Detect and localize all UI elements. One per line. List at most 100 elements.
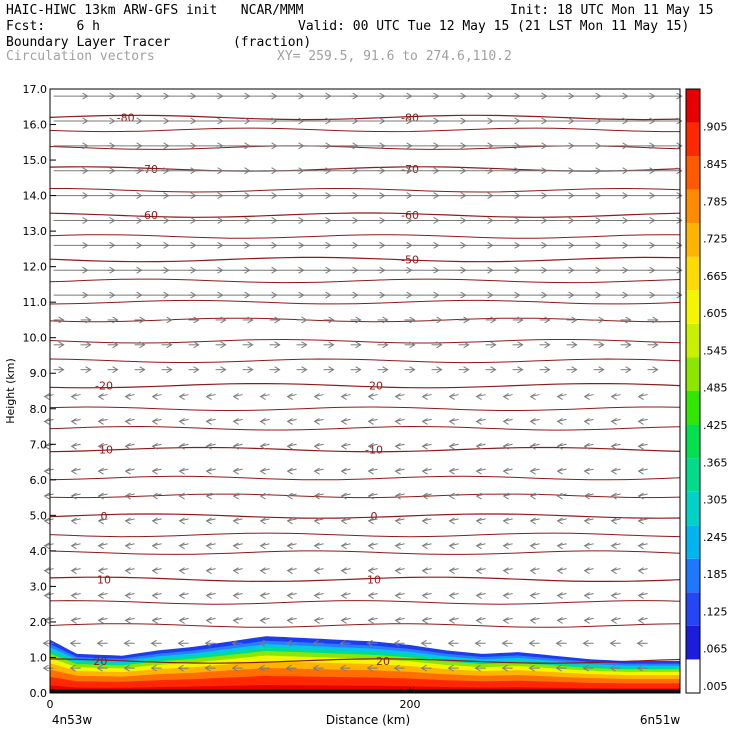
vector-head [502, 393, 509, 400]
vector-head [178, 592, 185, 599]
vector-head [312, 664, 319, 672]
vector-head [340, 517, 347, 525]
vector-head [475, 417, 482, 425]
vector-head [355, 341, 362, 349]
vector-head [448, 616, 455, 624]
vector-head [501, 664, 508, 672]
vector-head [475, 442, 482, 450]
vector-head [367, 442, 374, 450]
vector-head [232, 517, 239, 525]
vector-head [475, 592, 482, 599]
y-tick-label-11: 11.0 [23, 296, 48, 309]
vector-head [178, 393, 185, 400]
vector-head [70, 616, 77, 624]
vector-head [571, 366, 578, 374]
colorbar-label-5: .305 [703, 494, 728, 507]
model-title: HAIC-HIWC 13km ARW-GFS init NCAR/MMM [6, 3, 304, 18]
vector-head [421, 417, 428, 425]
vector-head [637, 442, 644, 450]
vector-head [420, 639, 427, 647]
vector-head [259, 517, 266, 525]
vector-head [637, 467, 644, 475]
vector-head [178, 442, 185, 450]
colorbar-swatch-10 [686, 323, 700, 358]
vector-head [394, 417, 401, 425]
vector-head [70, 442, 77, 450]
vector-head [436, 316, 443, 324]
vector-head [97, 417, 104, 425]
vector-head [637, 517, 644, 525]
colorbar-label-2: .125 [703, 605, 728, 618]
vector-head [409, 341, 416, 349]
vector-head [205, 417, 212, 425]
y-tick-label-15: 15.0 [23, 154, 48, 167]
contour-line-minor-13 [49, 234, 680, 239]
colorbar-label-7: .425 [703, 419, 728, 432]
vector-head [409, 316, 416, 324]
contour-line-8 [49, 658, 681, 664]
colorbar-label-9: .545 [703, 344, 728, 357]
vector-head [220, 316, 227, 324]
y-tick-label-3: 3.0 [30, 580, 48, 593]
vector-head [313, 442, 320, 450]
colorbar-label-10: .605 [703, 307, 728, 320]
vector-head [652, 341, 659, 349]
y-tick-label-10: 10.0 [23, 332, 48, 345]
vector-head [232, 592, 239, 599]
x-tick-label-1: 200 [400, 698, 421, 711]
vector-head [285, 639, 292, 647]
vector-head [475, 517, 482, 525]
vector-head [231, 639, 238, 647]
contour-line-minor-2 [49, 550, 681, 555]
vector-head [583, 492, 590, 500]
vector-head [502, 567, 509, 575]
vector-head [139, 366, 146, 374]
colorbar-swatch-15 [686, 156, 700, 190]
vector-head [340, 467, 347, 475]
vector-head [204, 664, 211, 672]
vector-head [328, 341, 335, 349]
valid-time: Valid: 00 UTC Tue 12 May 15 (21 LST Mon … [298, 19, 690, 34]
vector-head [340, 492, 347, 500]
vector-head [555, 639, 562, 647]
vector-head [393, 664, 400, 672]
vector-head [475, 467, 482, 475]
y-tick-label-5: 5.0 [30, 509, 48, 522]
vector-head [232, 442, 239, 450]
vector-head [205, 592, 212, 599]
vector-head [556, 567, 563, 575]
vector-head [58, 366, 65, 374]
vector-head [394, 393, 401, 400]
vector-head [528, 664, 535, 672]
vector-head [637, 616, 644, 624]
vector-head [610, 442, 617, 450]
vector-head [124, 592, 131, 599]
contour-line-minor-1 [49, 600, 681, 605]
y-tick-label-9: 9.0 [30, 367, 48, 380]
contour-label-4-0: -20 [95, 380, 113, 393]
vector-head [490, 341, 497, 349]
vector-head [43, 592, 50, 599]
vector-head [70, 393, 77, 400]
colorbar-swatch-17 [686, 89, 700, 123]
vector-head [85, 341, 92, 349]
circulation-vectors [42, 92, 683, 672]
vector-head [205, 492, 212, 500]
vector-head [124, 492, 131, 500]
vector-head [313, 492, 320, 500]
vector-head [97, 567, 104, 575]
vector-head [609, 639, 616, 647]
vector-head [676, 192, 683, 200]
vector-head [301, 341, 308, 349]
vector-head [529, 592, 536, 599]
vector-head [394, 467, 401, 475]
vector-head [583, 442, 590, 450]
vector-head [274, 316, 281, 324]
vector-head [259, 542, 266, 550]
vector-head [151, 542, 158, 550]
init-time: Init: 18 UTC Mon 11 May 15 [510, 3, 714, 18]
vector-head [151, 442, 158, 450]
y-tick-label-6: 6.0 [30, 474, 48, 487]
contour-label-8-1: 20 [376, 655, 390, 668]
vector-head [205, 442, 212, 450]
